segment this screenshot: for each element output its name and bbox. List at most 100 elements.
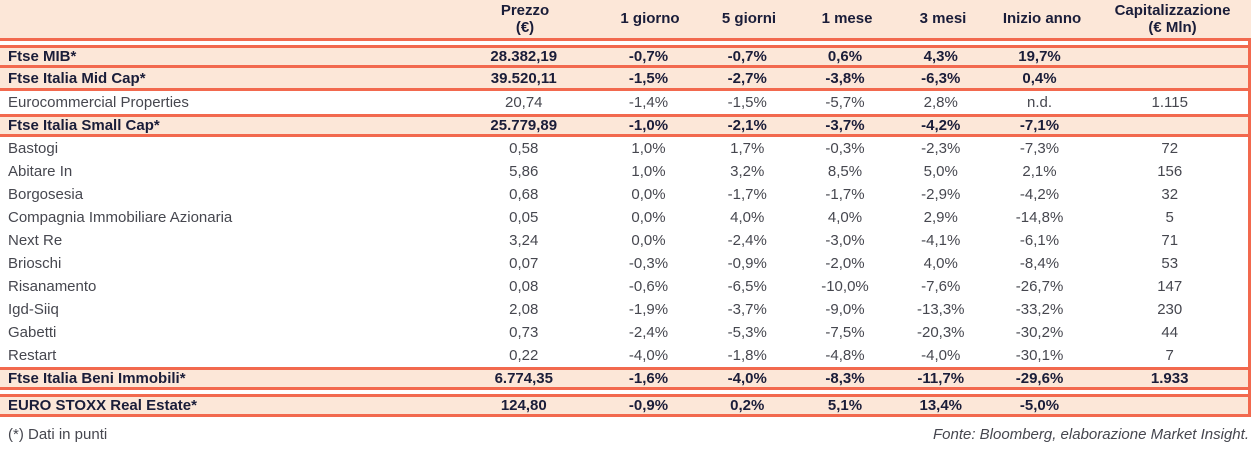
- value-cell: -7,3%: [1019, 140, 1060, 157]
- value-cell: -2,4%: [628, 324, 669, 341]
- value-cell: -20,3%: [916, 324, 965, 341]
- value-cell: 0,2%: [730, 397, 765, 414]
- section-gap: [0, 390, 1248, 394]
- value-cell: -3,8%: [825, 69, 865, 87]
- value-cell: -2,1%: [727, 117, 767, 134]
- instrument-name: Ftse MIB*: [8, 48, 77, 65]
- value-cell: 3,24: [509, 232, 539, 249]
- value-cell: 1.115: [1151, 94, 1188, 111]
- value-cell: -1,7%: [825, 186, 865, 203]
- value-cell: 4,0%: [730, 209, 765, 226]
- value-cell: -11,7%: [917, 370, 965, 387]
- value-cell: 2,08: [509, 301, 539, 318]
- value-cell: 1,0%: [631, 140, 666, 157]
- value-cell: 0,73: [509, 324, 539, 341]
- value-cell: -1,4%: [628, 94, 669, 111]
- value-cell: -2,0%: [825, 255, 865, 272]
- stock-row: Gabetti 0,73 -2,4% -5,3% -7,5% -20,3% -30,2% 44: [0, 321, 1248, 344]
- value-cell: -2,7%: [727, 69, 767, 87]
- value-cell: -2,4%: [727, 232, 767, 249]
- value-cell: -0,3%: [825, 140, 865, 157]
- value-cell: -8,4%: [1019, 255, 1060, 272]
- value-cell: 0,58: [509, 140, 539, 157]
- value-cell: 230: [1157, 301, 1183, 318]
- stock-row: Brioschi 0,07 -0,3% -0,9% -2,0% 4,0% -8,4% 53: [0, 252, 1248, 275]
- value-cell: -13,3%: [916, 301, 965, 318]
- value-cell: -1,5%: [727, 94, 767, 111]
- value-cell: 13,4%: [919, 397, 963, 414]
- value-cell: 0,08: [509, 278, 539, 295]
- source-attribution: Fonte: Bloomberg, elaborazione Market In…: [932, 425, 1249, 443]
- value-cell: -5,7%: [825, 94, 865, 111]
- value-cell: -6,3%: [921, 69, 961, 87]
- value-cell: -7,6%: [921, 278, 961, 295]
- value-cell: 32: [1161, 186, 1179, 203]
- value-cell: n.d.: [1027, 94, 1053, 111]
- stock-row: Restart 0,22 -4,0% -1,8% -4,8% -4,0% -30,1% 7: [0, 344, 1248, 367]
- column-header-inizio-anno: Inizio anno: [1002, 10, 1082, 28]
- value-cell: 0,6%: [827, 48, 863, 65]
- value-cell: 1,0%: [631, 163, 666, 180]
- value-cell: -3,0%: [825, 232, 865, 249]
- instrument-name: Compagnia Immobiliare Azionaria: [8, 209, 233, 226]
- value-cell: 5,86: [509, 163, 539, 180]
- stock-row: Igd-Siiq 2,08 -1,9% -3,7% -9,0% -13,3% -33,2% 2…: [0, 298, 1248, 321]
- index-row: Ftse Italia Small Cap* 25.779,89 -1,0% -2,1…: [0, 114, 1248, 137]
- value-cell: -4,8%: [825, 347, 865, 364]
- value-cell: -1,7%: [727, 186, 767, 203]
- value-cell: -4,0%: [727, 370, 767, 387]
- value-cell: -2,9%: [921, 186, 961, 203]
- value-cell: 5: [1165, 209, 1174, 226]
- value-cell: 4,0%: [827, 209, 863, 226]
- value-cell: -2,3%: [921, 140, 961, 157]
- value-cell: -1,6%: [628, 370, 669, 387]
- value-cell: -0,6%: [628, 278, 669, 295]
- stock-row: Abitare In 5,86 1,0% 3,2% 8,5% 5,0% 2,1% 156: [0, 160, 1248, 183]
- value-cell: 5,1%: [827, 397, 863, 414]
- value-cell: -0,9%: [727, 255, 767, 272]
- instrument-name: Eurocommercial Properties: [8, 94, 189, 111]
- value-cell: -1,8%: [727, 347, 767, 364]
- value-cell: 0,4%: [1022, 69, 1057, 87]
- value-cell: 19,7%: [1018, 48, 1061, 65]
- value-cell: 0,07: [509, 255, 539, 272]
- instrument-name: Bastogi: [8, 140, 59, 157]
- performance-table: Prezzo (€) 1 giorno 5 giorni 1 mese 3 mesi Ini…: [0, 0, 1251, 417]
- table-header-row: Prezzo (€) 1 giorno 5 giorni 1 mese 3 mesi Ini…: [0, 0, 1251, 41]
- header-separator-gap: [0, 41, 1248, 45]
- value-cell: -0,7%: [727, 48, 767, 65]
- value-cell: -1,0%: [628, 117, 669, 134]
- instrument-name: Risanamento: [8, 278, 97, 295]
- value-cell: 8,5%: [827, 163, 863, 180]
- value-cell: -4,0%: [921, 347, 961, 364]
- value-cell: -30,2%: [1015, 324, 1064, 341]
- value-cell: -9,0%: [825, 301, 865, 318]
- value-cell: -3,7%: [727, 301, 767, 318]
- column-header-capitalizzazione: Capitalizzazione (€ Mln): [1094, 2, 1251, 37]
- instrument-name: Ftse Italia Small Cap*: [8, 117, 160, 134]
- value-cell: -33,2%: [1015, 301, 1064, 318]
- value-cell: 72: [1161, 140, 1179, 157]
- value-cell: 4,3%: [923, 48, 958, 65]
- stock-row: Bastogi 0,58 1,0% 1,7% -0,3% -2,3% -7,3% 72: [0, 137, 1248, 160]
- value-cell: 2,1%: [1022, 163, 1057, 180]
- value-cell: -14,8%: [1015, 209, 1064, 226]
- column-header-5-giorni: 5 giorni: [721, 10, 777, 28]
- value-cell: 2,8%: [923, 94, 958, 111]
- column-header-subline: (€ Mln): [1148, 19, 1197, 36]
- stock-row: Risanamento 0,08 -0,6% -6,5% -10,0% -7,6% -26,…: [0, 275, 1248, 298]
- value-cell: -29,6%: [1015, 370, 1064, 387]
- instrument-name: Igd-Siiq: [8, 301, 59, 318]
- value-cell: 20,74: [504, 94, 543, 111]
- instrument-name: Borgosesia: [8, 186, 84, 203]
- index-row: Ftse Italia Beni Immobili* 6.774,35 -1,6% -…: [0, 367, 1248, 390]
- value-cell: 0,0%: [631, 209, 666, 226]
- value-cell: 53: [1161, 255, 1179, 272]
- value-cell: 44: [1161, 324, 1179, 341]
- instrument-name: Brioschi: [8, 255, 62, 272]
- index-row: Ftse MIB* 28.382,19 -0,7% -0,7% 0,6% 4,3% 19,7…: [0, 45, 1248, 68]
- value-cell: -0,7%: [628, 48, 669, 65]
- value-cell: 0,0%: [631, 232, 666, 249]
- table-body: Ftse MIB* 28.382,19 -0,7% -0,7% 0,6% 4,3% 19,7…: [0, 41, 1251, 417]
